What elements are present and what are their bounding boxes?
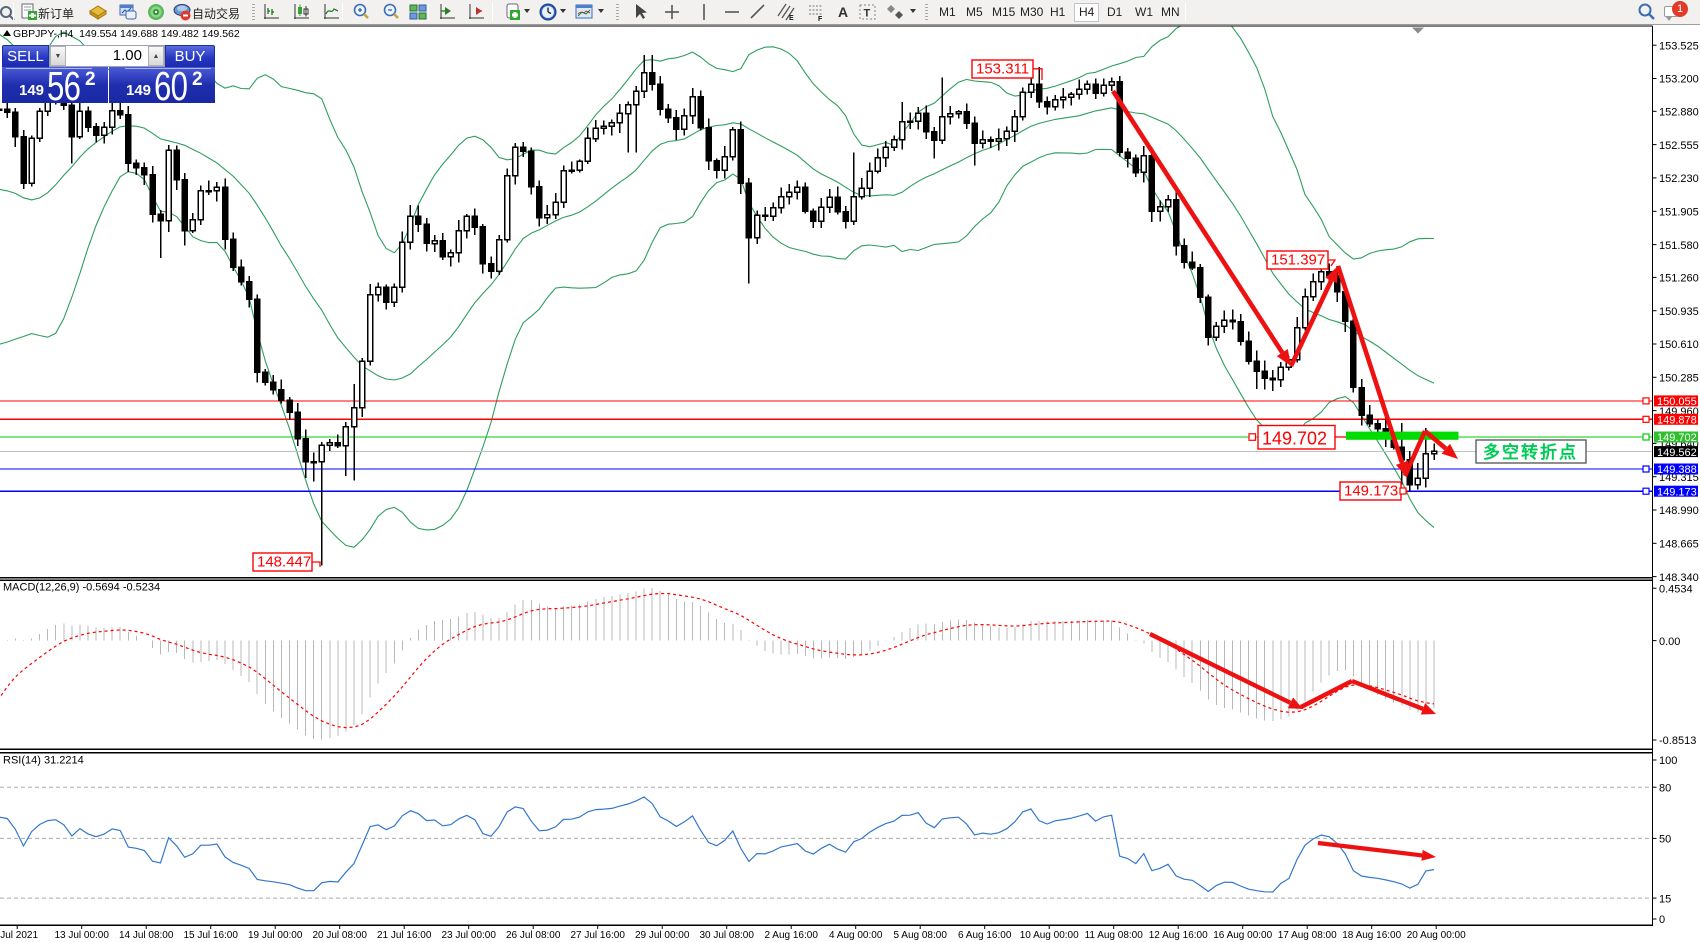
svg-text:16 Aug 00:00: 16 Aug 00:00: [1213, 930, 1272, 941]
svg-text:T: T: [864, 8, 871, 20]
svg-text:150.055: 150.055: [1657, 396, 1697, 408]
svg-text:23 Jul 00:00: 23 Jul 00:00: [441, 930, 496, 941]
svg-text:-0.8513: -0.8513: [1659, 735, 1696, 747]
svg-text:5 Aug 08:00: 5 Aug 08:00: [894, 930, 948, 941]
svg-text:17 Aug 08:00: 17 Aug 08:00: [1278, 930, 1337, 941]
svg-text:10 Aug 00:00: 10 Aug 00:00: [1020, 930, 1079, 941]
svg-text:0.00: 0.00: [1659, 636, 1680, 648]
svg-text:13 Jul 00:00: 13 Jul 00:00: [54, 930, 109, 941]
svg-text:152.230: 152.230: [1659, 173, 1699, 185]
svg-text:151.397: 151.397: [1271, 252, 1325, 269]
svg-text:149.702: 149.702: [1657, 432, 1697, 444]
svg-text:14 Jul 08:00: 14 Jul 08:00: [119, 930, 174, 941]
svg-text:0: 0: [1659, 914, 1665, 926]
svg-text:148.340: 148.340: [1659, 572, 1699, 584]
svg-text:149.388: 149.388: [1657, 464, 1697, 476]
svg-text:149.702: 149.702: [1262, 429, 1327, 449]
svg-text:27 Jul 16:00: 27 Jul 16:00: [570, 930, 625, 941]
svg-text:100: 100: [1659, 755, 1677, 767]
svg-text:20 Jul 08:00: 20 Jul 08:00: [312, 930, 367, 941]
svg-text:150.935: 150.935: [1659, 306, 1699, 318]
svg-text:21 Jul 16:00: 21 Jul 16:00: [377, 930, 432, 941]
svg-text:多空转折点: 多空转折点: [1483, 442, 1578, 462]
svg-text:11 Aug 08:00: 11 Aug 08:00: [1085, 930, 1144, 941]
svg-text:148.447: 148.447: [257, 554, 311, 571]
svg-text:19 Jul 00:00: 19 Jul 00:00: [248, 930, 303, 941]
svg-text:153.311: 153.311: [976, 61, 1029, 78]
svg-text:MACD(12,26,9) -0.5694 -0.5234: MACD(12,26,9) -0.5694 -0.5234: [3, 582, 160, 594]
svg-text:151.905: 151.905: [1659, 207, 1699, 219]
svg-text:50: 50: [1659, 834, 1671, 846]
svg-text:150.285: 150.285: [1659, 373, 1699, 385]
svg-text:15 Jul 16:00: 15 Jul 16:00: [183, 930, 238, 941]
svg-text:149.173: 149.173: [1657, 486, 1697, 498]
svg-text:80: 80: [1659, 782, 1671, 794]
svg-text:149.878: 149.878: [1657, 415, 1697, 427]
svg-text:30 Jul 08:00: 30 Jul 08:00: [699, 930, 754, 941]
svg-text:148.665: 148.665: [1659, 539, 1699, 551]
svg-text:F: F: [818, 16, 823, 22]
svg-text:151.260: 151.260: [1659, 273, 1699, 285]
svg-text:E: E: [789, 15, 794, 22]
svg-text:148.990: 148.990: [1659, 505, 1699, 517]
svg-text:20 Aug 00:00: 20 Aug 00:00: [1407, 930, 1466, 941]
svg-text:153.525: 153.525: [1659, 40, 1699, 52]
svg-text:150.610: 150.610: [1659, 339, 1699, 351]
svg-text:18 Aug 16:00: 18 Aug 16:00: [1342, 930, 1401, 941]
svg-text:149.315: 149.315: [1659, 472, 1699, 484]
svg-text:29 Jul 00:00: 29 Jul 00:00: [635, 930, 690, 941]
svg-text:26 Jul 08:00: 26 Jul 08:00: [506, 930, 561, 941]
svg-text:151.580: 151.580: [1659, 240, 1699, 252]
svg-text:12 Aug 16:00: 12 Aug 16:00: [1149, 930, 1208, 941]
svg-text:4 Aug 00:00: 4 Aug 00:00: [829, 930, 883, 941]
svg-text:149.562: 149.562: [1657, 447, 1697, 459]
svg-text:2 Aug 16:00: 2 Aug 16:00: [765, 930, 819, 941]
svg-text:152.880: 152.880: [1659, 107, 1699, 119]
svg-text:0.4534: 0.4534: [1659, 583, 1693, 595]
svg-text:6 Aug 16:00: 6 Aug 16:00: [958, 930, 1012, 941]
svg-text:RSI(14) 31.2214: RSI(14) 31.2214: [3, 755, 84, 767]
svg-text:12 Jul 2021: 12 Jul 2021: [0, 930, 38, 941]
svg-text:15: 15: [1659, 893, 1671, 905]
svg-text:152.555: 152.555: [1659, 140, 1699, 152]
svg-text:149.173: 149.173: [1344, 483, 1398, 500]
svg-text:153.200: 153.200: [1659, 74, 1699, 86]
